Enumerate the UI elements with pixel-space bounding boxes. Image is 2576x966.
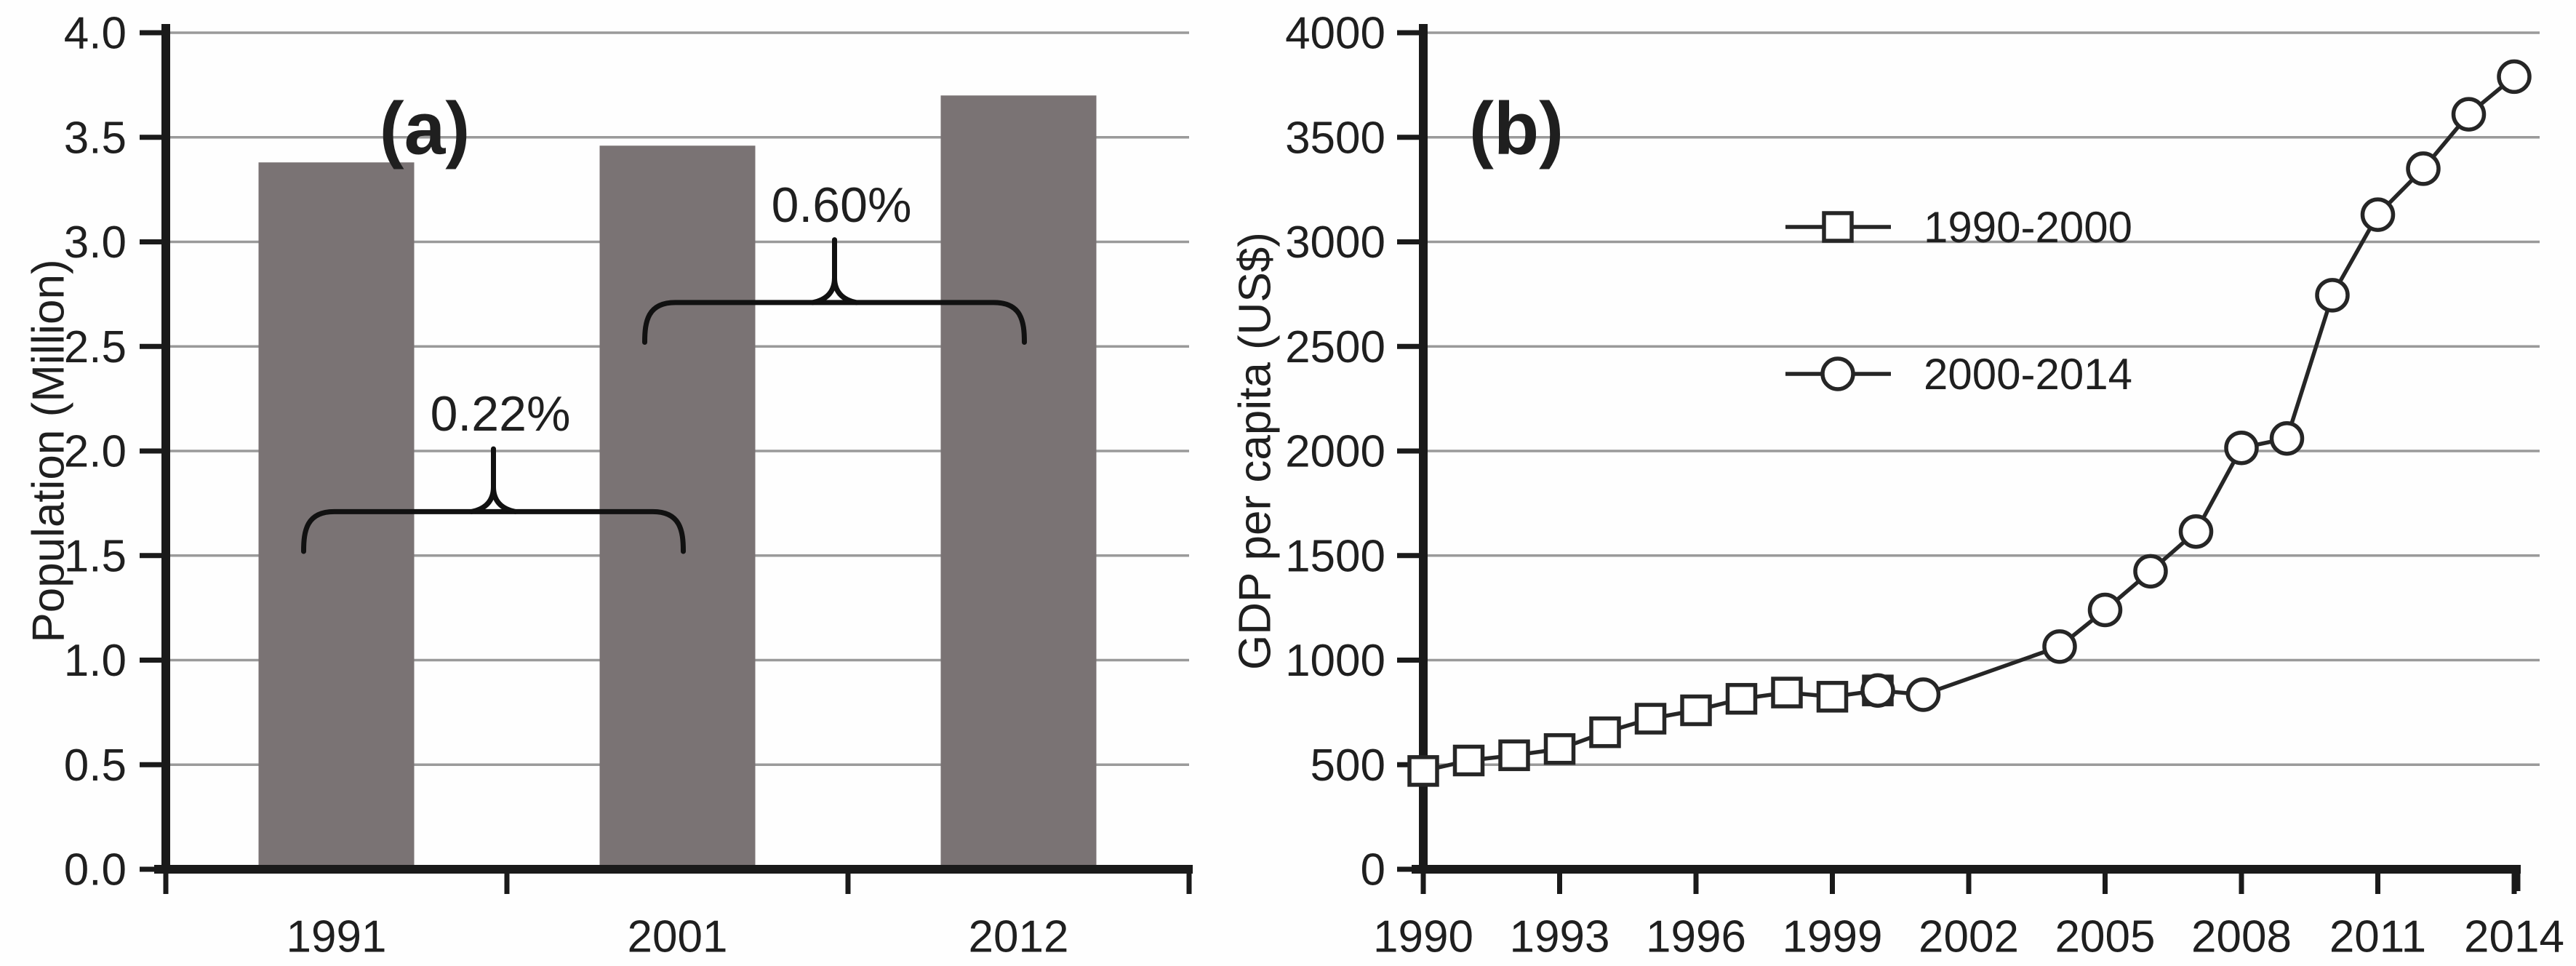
y-tick-label-b-1500: 1500	[1285, 531, 1385, 581]
legend-square-marker	[1822, 211, 1854, 243]
legend-label-1990-2000: 1990-2000	[1924, 203, 2132, 252]
y-tick-label-a-4.0: 4.0	[64, 9, 127, 59]
series-2000-2014	[1860, 59, 2532, 712]
circle-marker-2014	[2497, 59, 2532, 95]
square-marker-1995	[1634, 703, 1667, 735]
y-axis-title-gdp: GDP per capita (US$)	[1231, 232, 1281, 670]
gdp-per-capita-line-chart: 0 500 1000 1500 2000 2500 3000 3500 4000 1990 1993…	[1285, 9, 2564, 962]
x-tick-labels-b: 1990 1993 1996 1999 2002 2005 2008 2011 2014	[1373, 912, 2564, 962]
y-axis-title-population: Population (Million)	[24, 259, 74, 642]
y-tick-label-a-1.5: 1.5	[64, 531, 127, 581]
square-marker-1992	[1498, 739, 1530, 772]
brace-span	[301, 508, 686, 554]
bar-2001	[599, 145, 756, 869]
x-tick-label-b-2014: 2014	[2464, 912, 2564, 962]
square-marker-1997	[1725, 682, 1758, 715]
x-tick-label-b-2002: 2002	[1919, 912, 2019, 962]
square-marker-1991	[1452, 744, 1485, 777]
circle-marker-2001	[1905, 677, 1941, 712]
circle-marker-2012	[2406, 151, 2441, 186]
brace-2001-2012	[642, 237, 1027, 345]
legend-label-2000-2014: 2000-2014	[1924, 350, 2132, 399]
legend-circle-marker	[1820, 356, 1855, 391]
square-marker-1990	[1407, 755, 1439, 787]
y-tick-label-a-0.5: 0.5	[64, 741, 127, 791]
y-tick-label-b-0: 0	[1361, 845, 1385, 895]
circle-marker-2010	[2315, 278, 2350, 313]
square-marker-1993	[1543, 733, 1576, 765]
population-bar-chart: 0.0 0.5 1.0 1.5 2.0 2.5 3.0 3.5 4.0 1991 2001 2012	[64, 9, 1193, 962]
circle-marker-2005	[2087, 592, 2123, 628]
square-marker-1998	[1771, 676, 1803, 708]
legend-entry-2000-2014	[1785, 356, 1891, 391]
circle-marker-2013	[2451, 97, 2487, 132]
gridlines-b	[1423, 31, 2540, 766]
y-tick-labels-b: 0 500 1000 1500 2000 2500 3000 3500 4000	[1285, 9, 1385, 895]
y-tick-label-b-1000: 1000	[1285, 636, 1385, 686]
circle-marker-2011	[2360, 197, 2396, 232]
y-tick-label-b-2000: 2000	[1285, 427, 1385, 477]
y-tick-label-a-2.5: 2.5	[64, 322, 127, 372]
y-tick-label-a-0.0: 0.0	[64, 845, 127, 895]
x-tick-label-b-2008: 2008	[2191, 912, 2292, 962]
bar-1991	[258, 162, 415, 869]
x-tick-label-b-1993: 1993	[1510, 912, 1610, 962]
y-tick-label-a-2.0: 2.0	[64, 427, 127, 477]
x-tick-label-a-2012: 2012	[969, 912, 1069, 962]
legend	[1785, 211, 1891, 391]
y-tick-label-b-2500: 2500	[1285, 322, 1385, 372]
x-tick-labels-a: 1991 2001 2012	[287, 912, 1069, 962]
y-tick-label-a-1.0: 1.0	[64, 636, 127, 686]
y-tick-label-a-3.0: 3.0	[64, 217, 127, 268]
y-tick-label-b-3500: 3500	[1285, 113, 1385, 163]
circle-marker-2006	[2133, 554, 2168, 589]
circle-marker-2000	[1860, 673, 1895, 708]
panel-label-b: (b)	[1469, 87, 1564, 170]
bar-2012	[940, 95, 1097, 869]
x-tick-label-b-1990: 1990	[1373, 912, 1473, 962]
y-tick-labels-a: 0.0 0.5 1.0 1.5 2.0 2.5 3.0 3.5 4.0	[64, 9, 127, 895]
square-marker-1996	[1680, 694, 1712, 727]
x-tick-label-b-2011: 2011	[2329, 912, 2426, 962]
circle-marker-2009	[2269, 421, 2305, 456]
x-tick-label-a-2001: 2001	[628, 912, 728, 962]
brace-1991-2001	[301, 446, 686, 554]
brace-pointer	[810, 237, 859, 306]
y-tick-label-b-500: 500	[1311, 741, 1385, 791]
brace-pointer	[469, 446, 518, 514]
axes-b	[1397, 24, 2521, 894]
square-marker-1994	[1589, 716, 1621, 749]
series-1990-2000	[1407, 674, 1894, 787]
annotation-growth-rate-2001-2012: 0.60%	[772, 177, 912, 233]
legend-entry-1990-2000	[1785, 211, 1891, 243]
circle-marker-2008	[2224, 430, 2259, 466]
axes-a	[140, 24, 1193, 894]
bars	[258, 95, 1097, 869]
annotation-growth-rate-1991-2001: 0.22%	[431, 386, 571, 442]
y-tick-label-b-4000: 4000	[1285, 9, 1385, 59]
circle-marker-2007	[2178, 514, 2214, 549]
x-tick-label-b-2005: 2005	[2055, 912, 2156, 962]
brace-span	[642, 300, 1027, 345]
y-tick-label-a-3.5: 3.5	[64, 113, 127, 163]
circle-marker-2004	[2042, 629, 2077, 664]
panel-label-a: (a)	[380, 87, 471, 170]
x-tick-label-a-1991: 1991	[287, 912, 387, 962]
x-tick-label-b-1996: 1996	[1646, 912, 1746, 962]
y-tick-label-b-3000: 3000	[1285, 217, 1385, 268]
x-tick-label-b-1999: 1999	[1783, 912, 1883, 962]
square-marker-1999	[1816, 681, 1849, 713]
